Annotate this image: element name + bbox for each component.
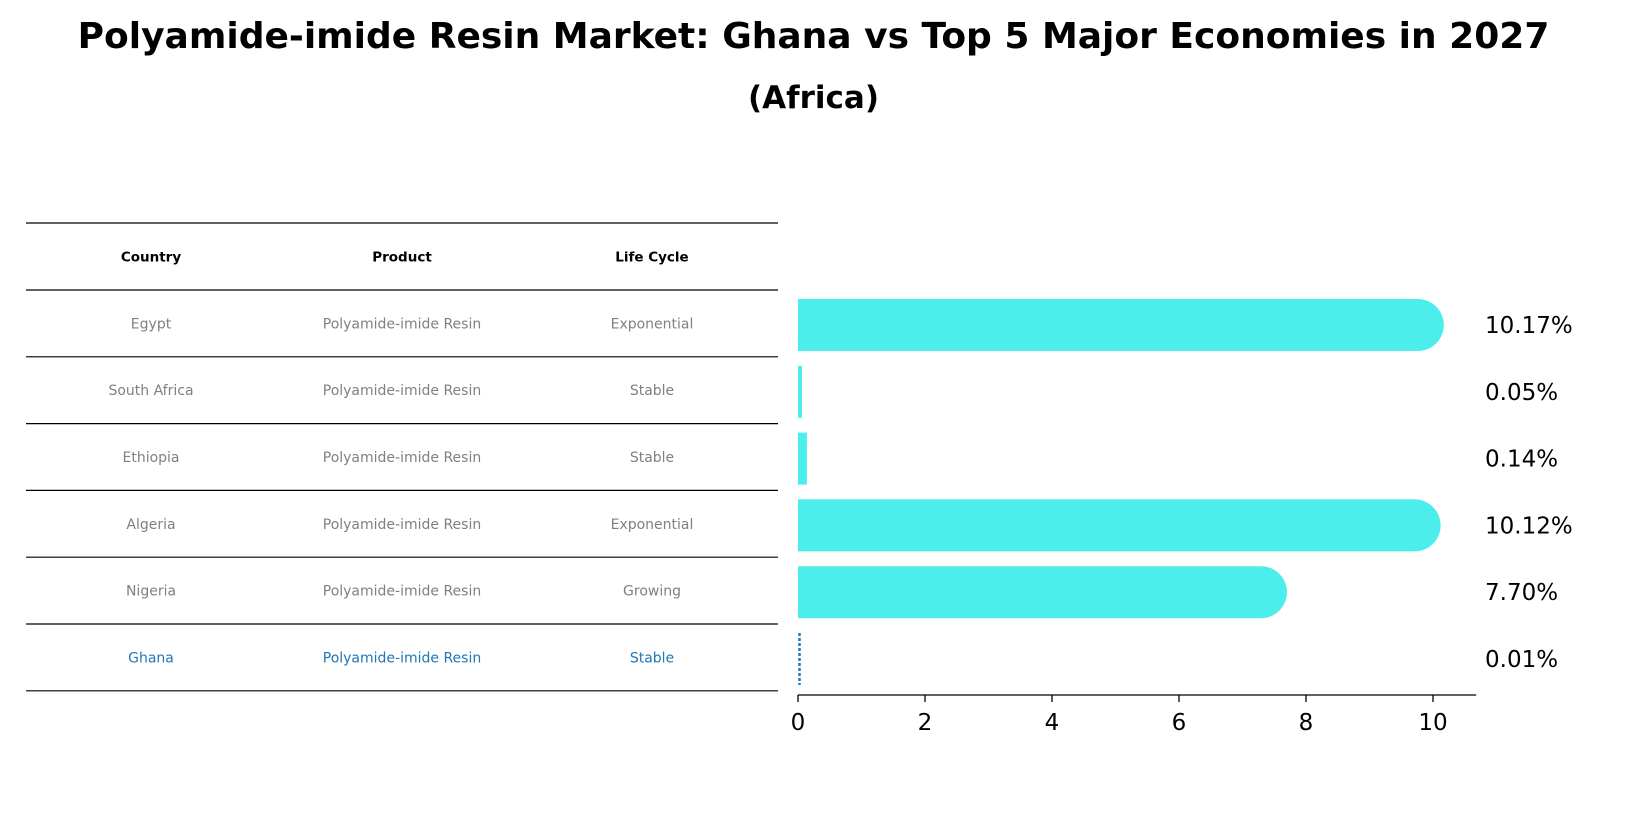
bar-series: 10.17% 0.05% 0.14% 10.12% 7.70% 0.01% [798,299,1573,685]
bar-nigeria [798,566,1287,619]
table-cell-life-cycle: Stable [630,650,674,666]
table-cell-product: Polyamide-imide Resin [323,450,481,466]
table-cell-life-cycle: Exponential [611,517,694,533]
table-cell-product: Polyamide-imide Resin [323,517,481,533]
x-axis: 0 2 4 6 8 10 [791,694,1477,736]
bar-algeria [798,499,1441,552]
table-cell-country: South Africa [108,383,193,399]
x-tick-label: 4 [1045,710,1060,736]
table-cell-life-cycle: Stable [630,450,674,466]
data-label: 10.12% [1485,513,1573,539]
data-label: 0.05% [1485,380,1558,406]
bar-south-africa [798,365,802,418]
data-table: Country Product Life Cycle Egypt Polyamide-i… [26,222,778,692]
table-cell-product: Polyamide-imide Resin [323,584,481,600]
column-header: Country [121,250,182,266]
bar-ethiopia [798,432,807,485]
x-tick-label: 6 [1172,710,1187,736]
table-cell-country: Algeria [126,517,175,533]
bar-egypt [798,299,1444,351]
data-label: 7.70% [1485,580,1558,606]
column-header: Product [372,250,432,266]
column-header: Life Cycle [615,250,688,266]
data-label: 10.17% [1485,313,1573,339]
chart-subtitle: (Africa) [747,80,880,116]
table-cell-country: Nigeria [126,584,176,600]
table-cell-country: Egypt [131,316,172,332]
table-cell-life-cycle: Stable [630,383,674,399]
x-tick-label: 10 [1418,710,1447,736]
x-tick-label: 2 [918,710,933,736]
table-cell-product: Polyamide-imide Resin [323,650,481,666]
table-cell-life-cycle: Exponential [611,316,694,332]
table-cell-country: Ghana [128,650,174,666]
table-cell-product: Polyamide-imide Resin [323,383,481,399]
data-label: 0.14% [1485,447,1558,473]
x-tick-label: 0 [791,710,806,736]
chart-title: Polyamide-imide Resin Market: Ghana vs T… [77,16,1550,57]
x-tick-label: 8 [1299,710,1314,736]
data-label: 0.01% [1485,647,1558,673]
table-cell-product: Polyamide-imide Resin [323,316,481,332]
table-cell-country: Ethiopia [122,450,179,466]
table-cell-life-cycle: Growing [623,584,681,600]
